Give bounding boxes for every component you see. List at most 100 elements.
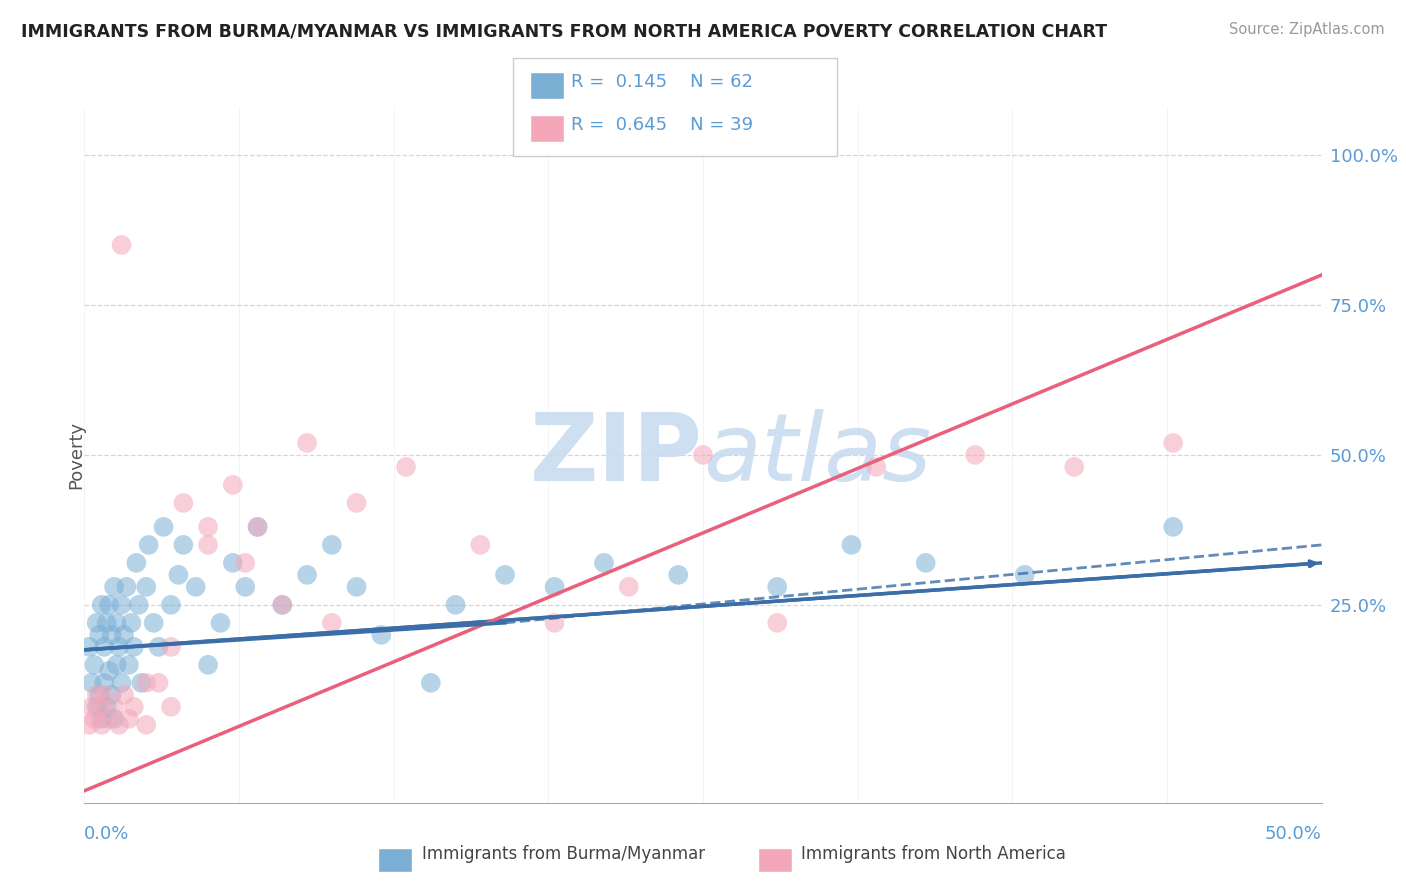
Text: ZIP: ZIP — [530, 409, 703, 501]
Point — [1161, 436, 1184, 450]
Point — [841, 538, 863, 552]
Point — [865, 459, 887, 474]
Text: 0.0%: 0.0% — [84, 825, 129, 843]
Point — [86, 699, 108, 714]
Point — [197, 538, 219, 552]
Point — [222, 478, 245, 492]
Point — [666, 567, 689, 582]
Y-axis label: Poverty: Poverty — [67, 421, 84, 489]
Point — [98, 664, 121, 678]
Text: R =  0.645    N = 39: R = 0.645 N = 39 — [571, 116, 754, 134]
Point — [1063, 459, 1085, 474]
Point — [122, 640, 145, 654]
Point — [395, 459, 418, 474]
Point — [118, 657, 141, 672]
Point — [370, 628, 392, 642]
Point — [271, 598, 294, 612]
Text: 50.0%: 50.0% — [1265, 825, 1322, 843]
Point — [617, 580, 640, 594]
Point — [197, 520, 219, 534]
Text: atlas: atlas — [703, 409, 931, 500]
Point — [105, 615, 128, 630]
Point — [115, 580, 138, 594]
Point — [108, 718, 131, 732]
Point — [122, 699, 145, 714]
Point — [138, 538, 160, 552]
Point — [96, 615, 118, 630]
Point — [160, 699, 183, 714]
Point — [112, 628, 135, 642]
Point — [470, 538, 492, 552]
Point — [80, 699, 103, 714]
Point — [120, 615, 142, 630]
Text: Immigrants from North America: Immigrants from North America — [801, 845, 1066, 863]
Point — [93, 640, 115, 654]
Point — [346, 496, 368, 510]
Point — [233, 580, 256, 594]
Point — [965, 448, 987, 462]
Text: Source: ZipAtlas.com: Source: ZipAtlas.com — [1229, 22, 1385, 37]
Point — [160, 598, 183, 612]
Point — [295, 436, 318, 450]
Point — [79, 640, 101, 654]
Point — [295, 567, 318, 582]
Point — [197, 657, 219, 672]
Point — [110, 238, 132, 252]
Point — [246, 520, 269, 534]
Point — [100, 688, 122, 702]
Point — [167, 567, 190, 582]
Point — [93, 688, 115, 702]
Point — [271, 598, 294, 612]
Point — [148, 676, 170, 690]
Point — [593, 556, 616, 570]
Point — [209, 615, 232, 630]
Point — [103, 712, 125, 726]
Point — [692, 448, 714, 462]
Text: Immigrants from Burma/Myanmar: Immigrants from Burma/Myanmar — [422, 845, 704, 863]
Text: IMMIGRANTS FROM BURMA/MYANMAR VS IMMIGRANTS FROM NORTH AMERICA POVERTY CORRELATI: IMMIGRANTS FROM BURMA/MYANMAR VS IMMIGRA… — [21, 22, 1107, 40]
Point — [233, 556, 256, 570]
Point — [83, 657, 105, 672]
Point — [321, 615, 343, 630]
Point — [79, 718, 101, 732]
Point — [222, 556, 245, 570]
Point — [128, 598, 150, 612]
Point — [1161, 520, 1184, 534]
Point — [152, 520, 174, 534]
Point — [766, 580, 789, 594]
Point — [135, 718, 157, 732]
Point — [80, 676, 103, 690]
Point — [86, 688, 108, 702]
Point — [172, 538, 194, 552]
Point — [90, 598, 112, 612]
Point — [98, 598, 121, 612]
Point — [103, 699, 125, 714]
Point — [135, 676, 157, 690]
Point — [93, 676, 115, 690]
Point — [321, 538, 343, 552]
Point — [98, 712, 121, 726]
Point — [118, 712, 141, 726]
Point — [89, 628, 111, 642]
Point — [914, 556, 936, 570]
Point — [96, 699, 118, 714]
Point — [444, 598, 467, 612]
Point — [90, 718, 112, 732]
Point — [419, 676, 441, 690]
Point — [108, 640, 131, 654]
Point — [494, 567, 516, 582]
Point — [83, 712, 105, 726]
Point — [1014, 567, 1036, 582]
Point — [112, 688, 135, 702]
Point — [766, 615, 789, 630]
Point — [90, 712, 112, 726]
Point — [184, 580, 207, 594]
Point — [148, 640, 170, 654]
Point — [105, 657, 128, 672]
Point — [543, 580, 565, 594]
Point — [89, 699, 111, 714]
Point — [110, 676, 132, 690]
Point — [543, 615, 565, 630]
Point — [89, 688, 111, 702]
Point — [110, 598, 132, 612]
